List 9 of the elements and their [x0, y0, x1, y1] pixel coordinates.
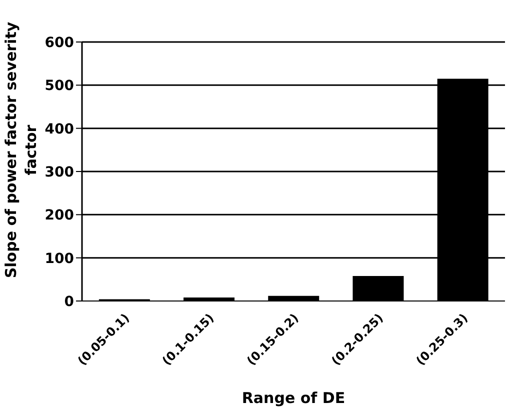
- y-tick-label: 600: [44, 34, 74, 51]
- y-tick-label: 400: [44, 121, 74, 138]
- y-axis-title: Slope of power factor severity factor: [2, 22, 40, 278]
- y-tick-label: 100: [44, 250, 74, 267]
- y-tick-label: 200: [44, 208, 74, 224]
- x-axis-title: Range of DE: [242, 389, 346, 407]
- y-tick-label: 0: [64, 294, 74, 310]
- y-tick-label: 500: [44, 78, 74, 94]
- y-tick-label: 300: [44, 164, 74, 180]
